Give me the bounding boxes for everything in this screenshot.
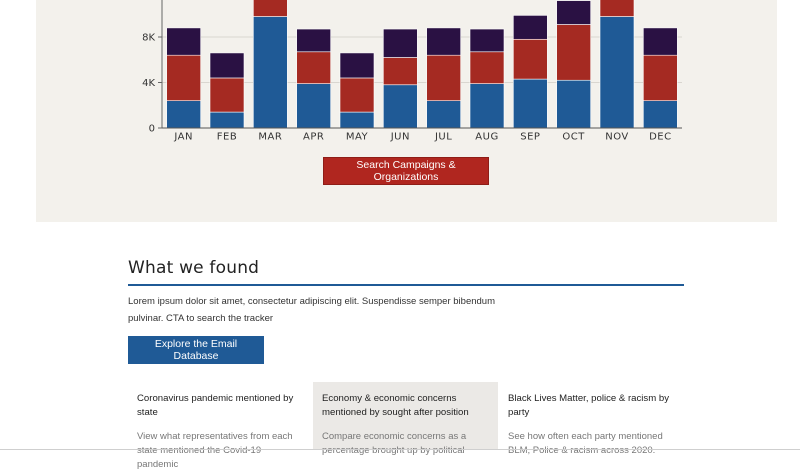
bar-segment bbox=[166, 27, 201, 56]
bar-segment bbox=[383, 28, 418, 58]
bar-segment bbox=[383, 57, 418, 86]
bar-segment bbox=[556, 79, 591, 129]
x-axis-month-label: JUL bbox=[434, 132, 452, 143]
explore-email-database-button[interactable]: Explore the Email Database bbox=[128, 336, 264, 364]
x-axis-month-label: NOV bbox=[605, 132, 629, 143]
x-axis-month-label: APR bbox=[303, 132, 324, 143]
x-axis-month-label: MAY bbox=[346, 132, 369, 143]
card-coronavirus[interactable]: Coronavirus pandemic mentioned by state … bbox=[128, 382, 313, 470]
bar-segment bbox=[556, 24, 591, 81]
bar-segment bbox=[209, 111, 245, 129]
section-description: Lorem ipsum dolor sit amet, consectetur … bbox=[128, 296, 495, 324]
bar-segment bbox=[513, 78, 548, 129]
bar-segment bbox=[209, 77, 245, 113]
card-black-lives-matter[interactable]: Black Lives Matter, police & racism by p… bbox=[499, 382, 684, 456]
bar-segment bbox=[166, 54, 201, 102]
card-economy[interactable]: Economy & economic concerns mentioned by… bbox=[313, 382, 498, 456]
x-axis-month-label: FEB bbox=[217, 132, 237, 143]
bar-segment bbox=[253, 16, 288, 129]
bar-segment bbox=[166, 100, 201, 129]
bar-segment bbox=[383, 84, 418, 129]
x-axis-month-label: SEP bbox=[520, 132, 540, 143]
bar-segment bbox=[426, 100, 461, 129]
search-campaigns-button[interactable]: Search Campaigns & Organizations bbox=[323, 157, 489, 185]
x-axis-month-label: DEC bbox=[649, 132, 672, 143]
bar-segment bbox=[339, 111, 375, 129]
bar-segment bbox=[469, 83, 505, 129]
bar-segment bbox=[426, 27, 461, 56]
section-divider bbox=[128, 284, 684, 286]
bar-segment bbox=[643, 100, 678, 129]
y-axis-tick-label: 4K bbox=[142, 78, 155, 89]
bar-segment bbox=[599, 0, 635, 17]
card-title: Black Lives Matter, police & racism by p… bbox=[508, 393, 670, 418]
monthly-stacked-bar-chart: 0 4K 8K JAN FEB MAR APR MAY JUN JUL AUG SEP OCT NOV DE… bbox=[142, 0, 682, 143]
bar-segment bbox=[426, 54, 461, 102]
bar-segment bbox=[296, 51, 331, 84]
bar-segment bbox=[296, 83, 331, 129]
card-text: Compare economic concerns as a percentag… bbox=[322, 431, 467, 456]
x-axis-month-label: OCT bbox=[562, 132, 585, 143]
bar-segment bbox=[643, 54, 678, 102]
section-title: What we found bbox=[128, 258, 260, 278]
x-axis-month-label: AUG bbox=[475, 132, 498, 143]
x-axis-month-label: JUN bbox=[390, 132, 410, 143]
card-text: View what representatives from each stat… bbox=[137, 431, 293, 470]
bar-segment bbox=[296, 28, 331, 53]
bar-segment bbox=[469, 28, 505, 53]
bar-segment bbox=[513, 15, 548, 40]
card-text: See how often each party mentioned BLM, … bbox=[508, 431, 663, 456]
bar-segment bbox=[209, 52, 245, 79]
chart-panel: 0 4K 8K JAN FEB MAR APR MAY JUN JUL AUG SEP OCT NOV DE… bbox=[36, 0, 777, 222]
x-axis-month-label: MAR bbox=[258, 132, 282, 143]
y-axis-tick-label: 8K bbox=[142, 33, 155, 44]
bar-segment bbox=[513, 38, 548, 80]
y-axis-tick-label: 0 bbox=[149, 124, 155, 135]
bar-segment bbox=[599, 16, 635, 129]
card-title: Coronavirus pandemic mentioned by state bbox=[137, 393, 294, 418]
bar-segment bbox=[556, 0, 591, 25]
x-axis-month-label: JAN bbox=[173, 132, 193, 143]
bar-segment bbox=[253, 0, 288, 17]
bar-segment bbox=[339, 52, 375, 79]
bar-segment bbox=[339, 77, 375, 113]
bar-segment bbox=[643, 27, 678, 56]
card-title: Economy & economic concerns mentioned by… bbox=[322, 393, 469, 418]
bar-segment bbox=[469, 51, 505, 84]
